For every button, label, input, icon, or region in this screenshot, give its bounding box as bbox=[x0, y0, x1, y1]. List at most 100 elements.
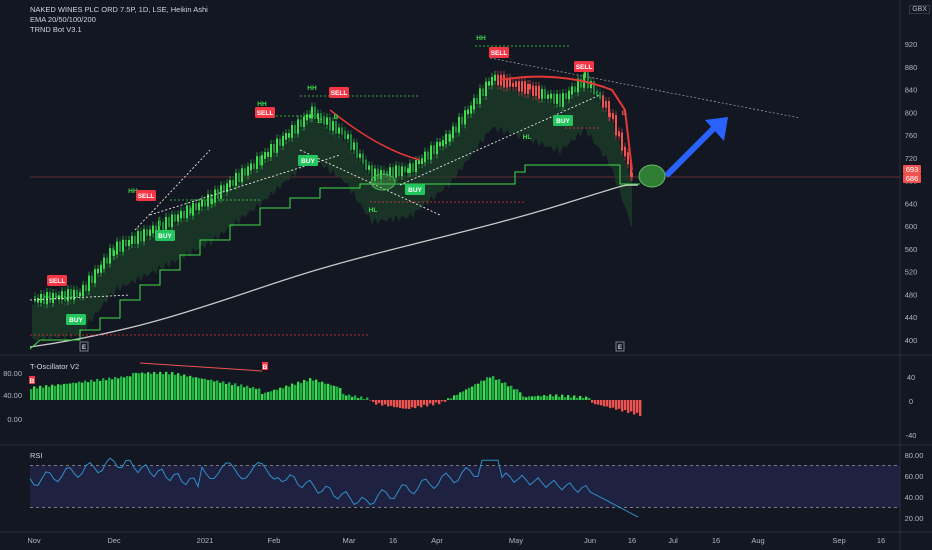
osc-bar-negative bbox=[621, 400, 624, 412]
oscillator-panel: BB bbox=[29, 362, 642, 416]
osc-marker-label: B bbox=[263, 364, 268, 371]
osc-bar-negative bbox=[639, 400, 642, 416]
osc-bar-positive bbox=[462, 391, 465, 400]
osc-bar-positive bbox=[228, 382, 231, 400]
osc-bar-positive bbox=[567, 395, 570, 400]
sell-signal-box bbox=[136, 190, 156, 201]
sell-signal-label: SELL bbox=[576, 64, 593, 71]
osc-bar-positive bbox=[30, 389, 33, 400]
price-tick-label: 560 bbox=[905, 245, 918, 254]
candle-body bbox=[64, 291, 66, 302]
candle-body bbox=[311, 106, 313, 119]
ema-200-line bbox=[29, 184, 639, 348]
chart-legend: NAKED WINES PLC ORD 7.5P, 1D, LSE, Heiki… bbox=[30, 5, 208, 35]
osc-bar-negative bbox=[408, 400, 411, 409]
osc-bar-positive bbox=[171, 372, 174, 400]
rsi-title: RSI bbox=[30, 451, 43, 460]
candle-body bbox=[97, 268, 99, 274]
osc-bar-negative bbox=[393, 400, 396, 408]
osc-bar-positive bbox=[114, 376, 117, 400]
osc-bar-positive bbox=[510, 385, 513, 400]
candle-body bbox=[273, 144, 275, 153]
osc-bar-positive bbox=[132, 372, 135, 400]
osc-bar-positive bbox=[459, 392, 462, 400]
osc-bar-positive bbox=[348, 394, 351, 400]
candle-body bbox=[223, 185, 225, 193]
osc-bar-positive bbox=[255, 388, 258, 400]
candle-body bbox=[171, 214, 173, 228]
price-tick-label: 520 bbox=[905, 268, 918, 277]
price-tick-label: 400 bbox=[905, 336, 918, 345]
osc-bar-negative bbox=[375, 400, 378, 405]
osc-bar-positive bbox=[339, 388, 342, 400]
osc-bar-positive bbox=[63, 383, 66, 400]
rsi-band bbox=[30, 465, 900, 508]
candle-body bbox=[294, 124, 296, 134]
candle-body bbox=[158, 220, 160, 234]
osc-bar-negative bbox=[399, 400, 402, 408]
osc-bar-positive bbox=[495, 379, 498, 400]
sell-signal-box bbox=[489, 47, 509, 58]
price-label: 686 bbox=[906, 174, 919, 183]
osc-bar-positive bbox=[312, 380, 315, 400]
osc-bar-positive bbox=[336, 386, 339, 400]
candle-body bbox=[479, 88, 481, 105]
blue-arrow-shaft bbox=[665, 123, 719, 177]
osc-bar-positive bbox=[531, 396, 534, 400]
candle-body bbox=[544, 89, 546, 99]
osc-bar-positive bbox=[570, 397, 573, 400]
candle-body bbox=[415, 160, 417, 173]
osc-bar-negative bbox=[390, 400, 393, 406]
candle-body bbox=[82, 284, 84, 297]
candle-body bbox=[198, 202, 200, 211]
osc-bar-positive bbox=[279, 387, 282, 400]
candle-body bbox=[52, 292, 54, 303]
osc-bar-negative bbox=[426, 400, 429, 407]
osc-bar-positive bbox=[555, 394, 558, 400]
osc-tick-label: 0 bbox=[909, 397, 913, 406]
osc-bar-positive bbox=[189, 375, 192, 400]
osc-bar-negative bbox=[615, 400, 618, 410]
candle-body bbox=[470, 105, 472, 114]
candle-body bbox=[476, 98, 478, 105]
osc-bar-positive bbox=[141, 372, 144, 400]
oscillator-title: T-Oscillator V2 bbox=[30, 362, 80, 371]
price-tick-label: 480 bbox=[905, 290, 918, 299]
candle-body bbox=[497, 74, 499, 86]
legend-bot: TRND Bot V3.1 bbox=[30, 25, 82, 34]
candle-body bbox=[559, 93, 561, 107]
dashed-trendline bbox=[149, 154, 341, 216]
candle-body bbox=[88, 275, 90, 292]
candle-body bbox=[605, 101, 607, 108]
candle-body bbox=[421, 158, 423, 164]
candle-body bbox=[512, 82, 514, 87]
buy-signal-box bbox=[155, 230, 175, 241]
osc-bar-positive bbox=[69, 383, 72, 400]
osc-bar-positive bbox=[165, 371, 168, 400]
candle-body bbox=[314, 106, 316, 120]
buy-signal-box bbox=[405, 184, 425, 195]
osc-bar-negative bbox=[600, 400, 603, 406]
candle-body bbox=[547, 94, 549, 99]
candle-body bbox=[494, 74, 496, 81]
dashed-trendline bbox=[399, 94, 601, 186]
candle-body bbox=[509, 77, 511, 87]
candle-body bbox=[409, 163, 411, 173]
osc-bar-positive bbox=[282, 388, 285, 400]
osc-bar-positive bbox=[33, 386, 36, 400]
osc-left-label: 0.00 bbox=[7, 415, 22, 424]
osc-bar-positive bbox=[60, 384, 63, 400]
osc-bar-positive bbox=[291, 383, 294, 400]
candle-body bbox=[356, 142, 358, 158]
price-label-box bbox=[903, 174, 921, 183]
candle-body bbox=[58, 295, 60, 300]
candle-body bbox=[445, 133, 447, 145]
candle-body bbox=[347, 134, 349, 140]
small-marker-label: B bbox=[318, 118, 323, 125]
candle-body bbox=[452, 126, 454, 139]
price-tick-label: 880 bbox=[905, 63, 918, 72]
osc-left-label: 40.00 bbox=[3, 391, 22, 400]
candle-body bbox=[412, 163, 414, 173]
sell-signal-box bbox=[574, 61, 594, 72]
